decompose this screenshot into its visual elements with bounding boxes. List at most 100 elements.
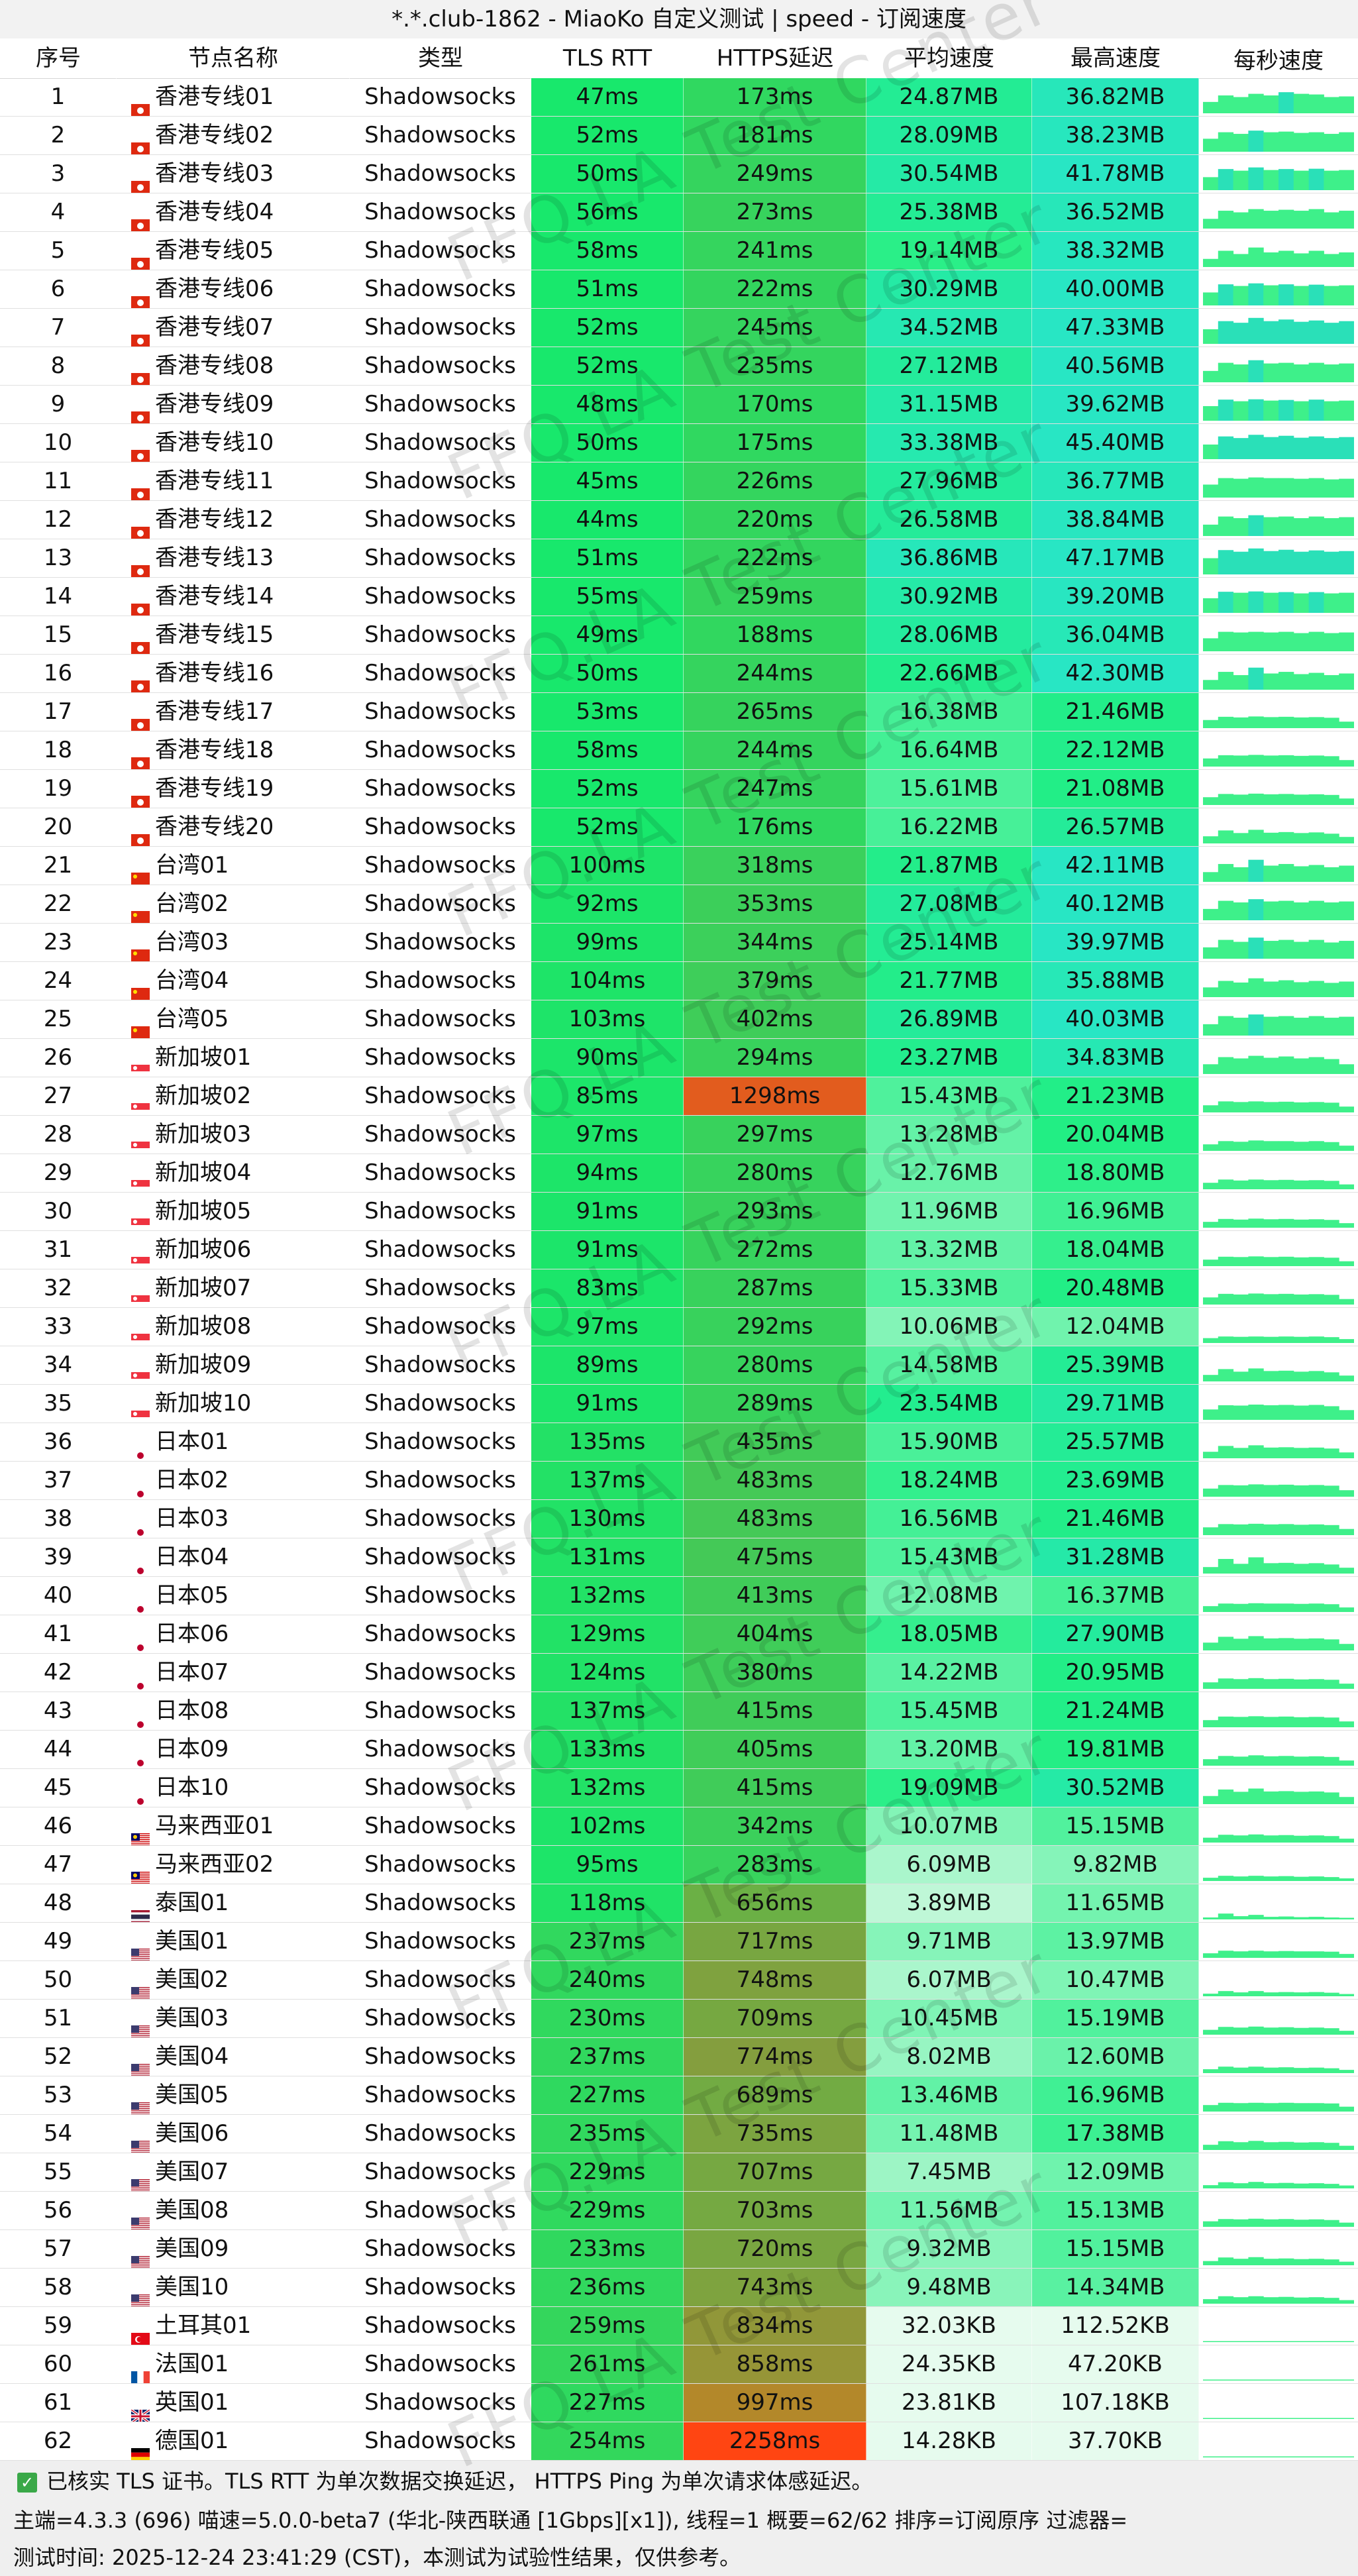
sparkline-bar: [1308, 794, 1324, 805]
node-name: 台湾05: [155, 1006, 229, 1032]
sparkline-bar: [1339, 285, 1354, 305]
sparkline-bar: [1248, 1256, 1264, 1266]
node-name-cell: 日本06: [117, 1615, 350, 1653]
tls-rtt-value: 52ms: [531, 770, 684, 808]
sparkline-bar: [1248, 548, 1264, 574]
node-name-cell: 台湾03: [117, 924, 350, 961]
node-name: 台湾04: [155, 967, 229, 994]
sparkline-bar: [1203, 1297, 1219, 1305]
node-type: Shadowsocks: [350, 2076, 531, 2114]
table-row: 53 美国05 Shadowsocks 227ms 689ms 13.46MB 16.96M…: [0, 2076, 1358, 2115]
avg-speed-value: 11.56MB: [866, 2192, 1032, 2229]
footer-test-time: 测试时间: 2025-12-24 23:41:29 (CST)，本测试为试验性结…: [0, 2539, 1358, 2576]
sparkline-bar: [1218, 1336, 1234, 1343]
node-type: Shadowsocks: [350, 1884, 531, 1922]
sparkline-bar: [1203, 2299, 1219, 2304]
sparkline-bar: [1218, 1991, 1234, 1996]
flag-sg-icon: [131, 1283, 150, 1307]
tls-rtt-value: 52ms: [531, 347, 684, 385]
sparkline-bar: [1293, 1603, 1310, 1612]
sparkline-bar: [1263, 285, 1279, 305]
sparkline-bar: [1263, 551, 1279, 574]
sparkline-bar: [1263, 1485, 1279, 1497]
row-index: 9: [0, 386, 117, 423]
node-name: 新加坡04: [155, 1159, 252, 1186]
sparkline-bar: [1263, 2219, 1279, 2227]
per-second-speed-sparkline: [1199, 1193, 1358, 1230]
sparkline-bar: [1203, 2145, 1219, 2150]
sparkline-bar: [1324, 1525, 1339, 1535]
sparkline-bar: [1339, 2341, 1354, 2342]
table-row: 11 香港专线11 Shadowsocks 45ms 226ms 27.96MB 36.77…: [0, 462, 1358, 501]
max-speed-value: 15.15MB: [1032, 2230, 1199, 2268]
sparkline-bar: [1279, 1016, 1294, 1036]
sparkline-bar: [1218, 716, 1234, 728]
sparkline-bar: [1308, 436, 1324, 459]
sparkline-bar: [1218, 250, 1234, 267]
node-name-cell: 新加坡10: [117, 1385, 350, 1422]
node-name-cell: 新加坡05: [117, 1193, 350, 1230]
sparkline-bar: [1263, 2259, 1279, 2265]
sparkline-bar: [1339, 1994, 1354, 1996]
sparkline-bar: [1263, 2103, 1279, 2112]
node-name-cell: 日本10: [117, 1769, 350, 1807]
sparkline-bar: [1263, 941, 1279, 959]
sparkline-bar: [1324, 364, 1339, 382]
max-speed-value: 37.70KB: [1032, 2422, 1199, 2460]
sparkline-bar: [1218, 981, 1234, 997]
sparkline-bar: [1203, 219, 1219, 229]
sparkline-bar: [1263, 2341, 1279, 2342]
node-type: Shadowsocks: [350, 1731, 531, 1768]
sparkline-bar: [1218, 2027, 1234, 2035]
sparkline-bar: [1324, 867, 1339, 882]
node-name-cell: 土耳其01: [117, 2307, 350, 2345]
sparkline-bar: [1308, 900, 1324, 920]
sparkline-bar: [1293, 1219, 1310, 1228]
tls-rtt-value: 89ms: [531, 1346, 684, 1384]
https-latency-value: 483ms: [684, 1500, 866, 1538]
row-index: 23: [0, 924, 117, 961]
sparkline-bar: [1279, 2027, 1294, 2035]
sparkline-bar: [1324, 286, 1339, 305]
sparkline-bar: [1339, 96, 1354, 113]
tls-rtt-value: 95ms: [531, 1846, 684, 1884]
sparkline-bar: [1279, 900, 1294, 920]
flag-gb-icon: [130, 2397, 151, 2422]
node-type: Shadowsocks: [350, 1269, 531, 1307]
sparkline-bar: [1279, 1603, 1294, 1612]
sparkline-bar: [1293, 1876, 1310, 1881]
sparkline-bar: [1324, 401, 1339, 421]
sparkline-bar: [1218, 321, 1234, 344]
sparkline-bar: [1233, 438, 1249, 459]
https-latency-value: 415ms: [684, 1692, 866, 1730]
table-row: 3 香港专线03 Shadowsocks 50ms 249ms 30.54MB 41.78M…: [0, 155, 1358, 193]
sparkline-bar: [1279, 1716, 1294, 1727]
sparkline-bar: [1263, 1294, 1279, 1305]
flag-hk-icon: [131, 91, 150, 116]
sparkline-bar: [1263, 478, 1279, 498]
sparkline-bar: [1248, 1101, 1264, 1112]
sparkline-bar: [1339, 941, 1354, 959]
table-row: 16 香港专线16 Shadowsocks 50ms 244ms 22.66MB 42.30…: [0, 655, 1358, 693]
avg-speed-value: 18.24MB: [866, 1462, 1032, 1499]
sparkline-bar: [1263, 1791, 1279, 1804]
sparkline-bar: [1279, 435, 1294, 459]
sparkline-bar: [1324, 2418, 1339, 2419]
sparkline-bar: [1263, 2418, 1279, 2419]
sparkline-bar: [1233, 518, 1249, 536]
sparkline-bar: [1203, 329, 1219, 344]
sparkline-bar: [1203, 1837, 1219, 1843]
sparkline-chart: [1203, 1716, 1354, 1727]
sparkline-bar: [1248, 755, 1264, 767]
max-speed-value: 40.56MB: [1032, 347, 1199, 385]
tls-rtt-value: 259ms: [531, 2307, 684, 2345]
sparkline-bar: [1233, 941, 1249, 959]
sparkline-bar: [1233, 717, 1249, 728]
tls-rtt-value: 236ms: [531, 2269, 684, 2306]
node-name: 日本06: [155, 1621, 229, 1647]
sparkline-bar: [1339, 901, 1354, 920]
sparkline-bar: [1308, 1219, 1324, 1228]
sparkline-bar: [1308, 284, 1324, 305]
sparkline-bar: [1248, 167, 1264, 190]
table-row: 29 新加坡04 Shadowsocks 94ms 280ms 12.76MB 18.80M…: [0, 1154, 1358, 1193]
